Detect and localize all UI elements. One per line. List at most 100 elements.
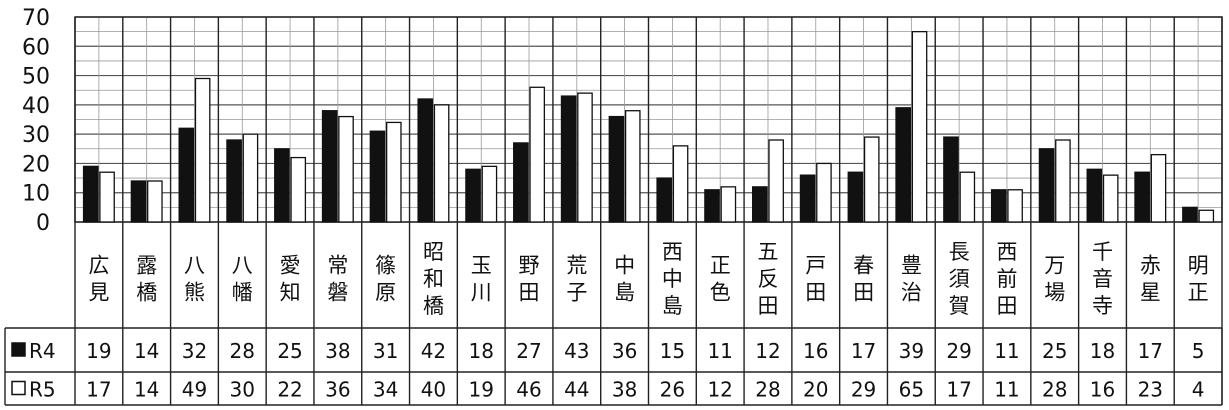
table-cell: 11: [707, 339, 732, 363]
table-cell: 20: [803, 378, 828, 402]
y-tick-label: 0: [36, 211, 50, 236]
bar-r5: [242, 133, 259, 223]
bar-r4: [417, 98, 434, 223]
bar-r4: [465, 168, 481, 223]
bar-r5: [481, 165, 498, 223]
y-axis: 0 10 20 30 40 50 60 70: [22, 6, 50, 236]
table-cell: 17: [86, 378, 111, 402]
bar-r4: [943, 136, 959, 223]
table-cell: 16: [1090, 378, 1115, 402]
table-cell: 36: [612, 339, 637, 363]
bar-r4: [751, 186, 768, 223]
table-cell: 25: [277, 339, 302, 363]
category-label: 万場: [1044, 254, 1065, 305]
bar-r5: [577, 92, 593, 223]
plot-frame: [74, 16, 1223, 223]
bar-r5: [1007, 189, 1023, 223]
table-cell: 11: [994, 339, 1019, 363]
table-cell: 12: [707, 378, 732, 402]
table-cell: 11: [994, 378, 1019, 402]
bar-r4: [799, 174, 816, 223]
bar-r4: [321, 110, 338, 223]
table-cell: 25: [1042, 339, 1067, 363]
bar-r4: [513, 142, 529, 223]
table-cell: 40: [421, 378, 446, 402]
bar-r4: [990, 189, 1007, 223]
table-cell: 27: [516, 339, 541, 363]
bar-r4: [1134, 171, 1150, 223]
category-label: 明正: [1188, 254, 1209, 305]
bar-r5: [1150, 153, 1167, 223]
category-label: 広見: [88, 254, 109, 305]
table-cell: 42: [421, 339, 446, 363]
table-cell: 12: [755, 339, 780, 363]
bar-r4: [656, 177, 673, 223]
table-cell: 38: [325, 339, 350, 363]
table-cell: 46: [516, 378, 541, 402]
y-tick-label: 60: [22, 35, 50, 60]
table-cell: 38: [612, 378, 637, 402]
table-cell: 29: [946, 339, 971, 363]
bar-r4: [82, 165, 99, 223]
table-cell: 5: [1192, 339, 1205, 363]
table-cell: 65: [899, 378, 924, 402]
bar-r4: [608, 115, 625, 223]
table-cell: 39: [899, 339, 924, 363]
bar-r4: [560, 95, 577, 223]
category-label: 春田: [853, 254, 874, 305]
bar-r5: [529, 86, 546, 223]
category-label: 五反田: [757, 240, 778, 318]
category-label: 露橋: [136, 254, 157, 305]
y-tick-label: 70: [22, 6, 50, 31]
y-tick-label: 30: [22, 123, 50, 148]
table-cell: 15: [660, 339, 685, 363]
table-cell: 14: [134, 339, 159, 363]
category-label: 荒子: [566, 254, 587, 305]
table-cell: 19: [469, 378, 494, 402]
table-cell: 23: [1138, 378, 1163, 402]
category-label: 常磐: [327, 254, 348, 305]
category-label: 篠原: [375, 254, 396, 305]
bar-r5: [863, 136, 880, 223]
bar-r4: [895, 107, 912, 223]
table-cell: 4: [1192, 378, 1205, 402]
bar-r4: [1038, 148, 1055, 223]
table-cell: 26: [660, 378, 685, 402]
legend-label: R5: [29, 378, 56, 402]
table-cell: 17: [1138, 339, 1163, 363]
bar-r5: [959, 171, 976, 223]
table-cell: 31: [373, 339, 398, 363]
bar-r4: [178, 127, 195, 223]
category-label: 長須賀: [949, 240, 970, 318]
table-cell: 29: [851, 378, 876, 402]
table-cell: 17: [946, 378, 971, 402]
bar-r4: [704, 189, 720, 223]
table-cell: 14: [134, 378, 159, 402]
table-cell: 28: [1042, 378, 1067, 402]
table-cell: 28: [755, 378, 780, 402]
bar-r4: [274, 148, 290, 223]
category-label: 玉川: [471, 254, 492, 305]
bar-r4: [1086, 168, 1103, 223]
category-label: 昭和橋: [423, 240, 444, 318]
y-tick-label: 40: [22, 94, 50, 119]
bar-r5: [1198, 209, 1215, 223]
bar-r5: [768, 139, 784, 223]
bar-r4: [369, 130, 386, 223]
table-cell: 36: [325, 378, 350, 402]
bar-r4: [1182, 206, 1198, 223]
chart-grid: [74, 16, 1223, 405]
y-tick-label: 50: [22, 65, 50, 90]
bars: [82, 30, 1215, 223]
category-label: 戸田: [805, 254, 826, 305]
bar-r4: [130, 180, 147, 223]
table-cell: 22: [277, 378, 302, 402]
bar-r5: [433, 104, 450, 223]
bar-r5: [672, 145, 689, 223]
category-label: 豊治: [901, 254, 922, 305]
category-label: 八幡: [232, 254, 253, 305]
category-label: 千音寺: [1092, 240, 1113, 318]
category-label: 赤星: [1140, 254, 1161, 305]
